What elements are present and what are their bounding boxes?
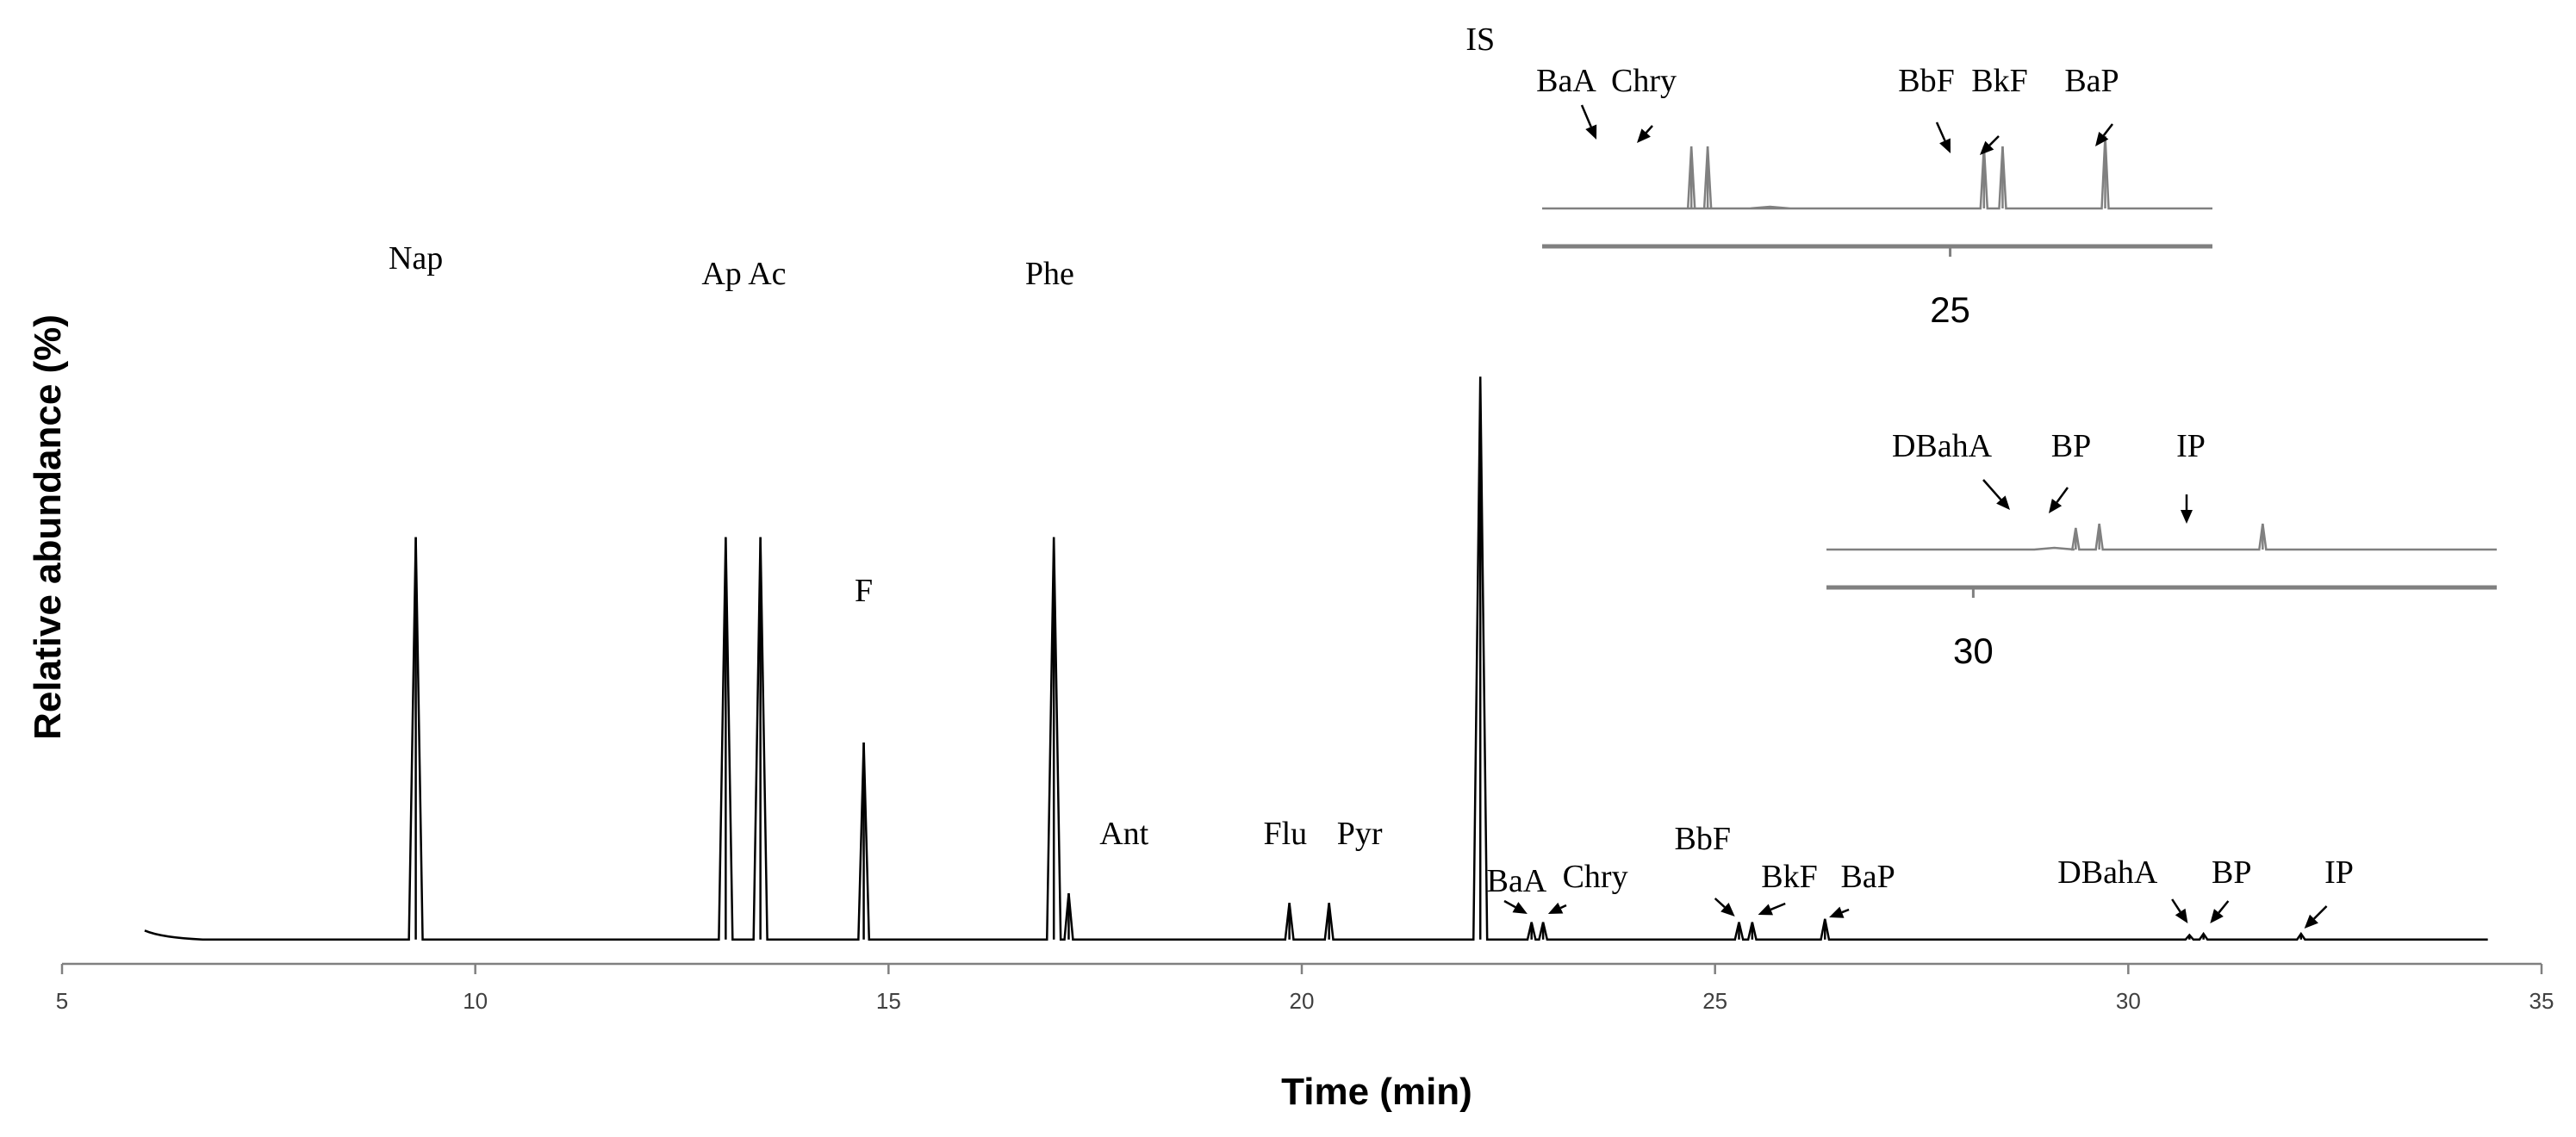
peak-label: Nap bbox=[389, 240, 443, 276]
arrow-baa bbox=[1503, 899, 1528, 914]
inset-arrow-ip bbox=[2181, 494, 2193, 524]
peak-label: Flu bbox=[1263, 816, 1307, 852]
inset-label: IP bbox=[2176, 428, 2206, 464]
inset-label: DBahA bbox=[1892, 428, 1993, 464]
inset-trace bbox=[1826, 523, 2497, 551]
peak-label: Pyr bbox=[1337, 816, 1383, 852]
peak-label: BkF bbox=[1761, 859, 1817, 895]
chromatogram-trace bbox=[144, 376, 2488, 941]
arrow-chry bbox=[1547, 902, 1567, 914]
x-tick-label: 20 bbox=[1290, 988, 1315, 1014]
inset-arrow-dbaha bbox=[1982, 479, 2010, 510]
arrow-bap bbox=[1829, 906, 1850, 918]
inset-arrow-chry bbox=[1637, 125, 1653, 143]
peak-label: IS bbox=[1465, 22, 1495, 58]
peak-label: Phe bbox=[1025, 256, 1074, 292]
peak-label: Ant bbox=[1099, 816, 1148, 852]
x-tick-label: 25 bbox=[1702, 988, 1727, 1014]
inset-arrow-baa bbox=[1580, 104, 1597, 140]
arrow-bkf bbox=[1758, 902, 1786, 916]
inset-label: BaP bbox=[2064, 63, 2119, 99]
inset-25-min: 25 BaA Chry BbF BkF BaP bbox=[1536, 63, 2212, 330]
inset-30-min: 30 DBahA BP IP bbox=[1826, 428, 2497, 671]
peak-label: BP bbox=[2212, 854, 2251, 891]
inset-label: BP bbox=[2051, 428, 2091, 464]
arrow-dbaha bbox=[2171, 898, 2188, 923]
peak-label: DBahA bbox=[2057, 854, 2158, 891]
inset-tick-label: 30 bbox=[1953, 631, 1994, 671]
arrow-ip bbox=[2304, 905, 2328, 929]
inset-arrow-bbf bbox=[1935, 121, 1951, 153]
inset-arrow-bkf bbox=[1980, 135, 2000, 155]
peak-label: BaP bbox=[1840, 859, 1895, 895]
peak-label: Chry bbox=[1563, 859, 1628, 895]
arrow-bbf bbox=[1714, 898, 1735, 916]
inset-trace bbox=[1542, 135, 2212, 210]
peak-label: BaA bbox=[1487, 863, 1547, 899]
inset-tick-label: 25 bbox=[1930, 289, 1970, 330]
inset-label: BbF bbox=[1898, 63, 1954, 99]
peak-label: F bbox=[855, 573, 873, 609]
inset-arrow-bp bbox=[2049, 487, 2069, 513]
main-plot: 5 10 15 20 25 30 35 Nap Ap Ac F Phe Ant Flu Pyr IS BaA C… bbox=[56, 22, 2554, 1014]
x-axis-label: Time (min) bbox=[1281, 1071, 1472, 1113]
peak-label: BbF bbox=[1675, 821, 1731, 857]
x-tick-label: 15 bbox=[876, 988, 901, 1014]
inset-arrow-bap bbox=[2095, 123, 2113, 146]
x-tick-label: 30 bbox=[2116, 988, 2141, 1014]
y-axis-label: Relative abundance (%) bbox=[27, 314, 69, 740]
inset-label: Chry bbox=[1611, 63, 1677, 99]
arrow-bp bbox=[2210, 900, 2230, 923]
inset-label: BkF bbox=[1971, 63, 2027, 99]
peak-label: Ap Ac bbox=[701, 256, 786, 292]
x-tick-label: 35 bbox=[2529, 988, 2554, 1014]
x-tick-label: 5 bbox=[56, 988, 68, 1014]
peak-label: IP bbox=[2324, 854, 2354, 891]
inset-label: BaA bbox=[1536, 63, 1596, 99]
x-tick-label: 10 bbox=[463, 988, 488, 1014]
